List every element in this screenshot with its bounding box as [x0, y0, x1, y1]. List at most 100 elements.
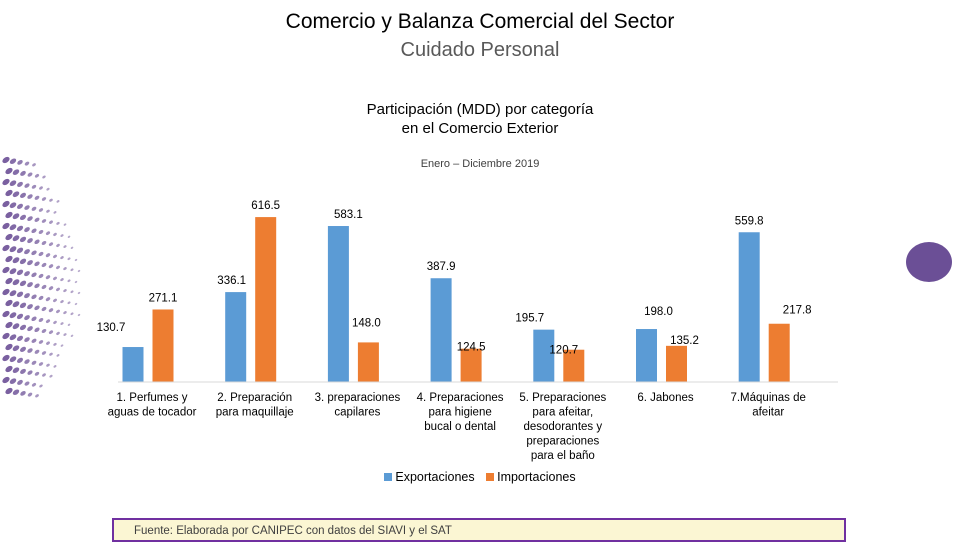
decor-dot	[46, 341, 50, 345]
decor-dot	[34, 195, 40, 200]
decor-dot	[56, 309, 60, 314]
decor-dot	[46, 209, 50, 213]
decor-dot	[24, 249, 30, 255]
decor-dot	[24, 161, 30, 166]
decor-dot	[56, 243, 60, 247]
decor-dot	[34, 217, 40, 222]
decor-dot	[17, 203, 23, 209]
decor-dot	[27, 216, 33, 222]
decor-dot	[17, 357, 23, 363]
decor-dot	[31, 316, 37, 322]
decor-dot	[9, 180, 17, 187]
decor-dot	[16, 269, 24, 276]
decor-dot	[63, 267, 67, 271]
decor-dot	[12, 213, 20, 220]
decor-dot	[70, 334, 74, 337]
decor-dot	[63, 289, 67, 293]
data-label-exportaciones-6: 198.0	[644, 306, 673, 318]
decor-dot	[38, 251, 44, 257]
decor-dot	[27, 282, 33, 288]
category-label-7: 7.Máquinas de afeitar	[730, 392, 805, 419]
decor-dot	[19, 302, 27, 309]
category-label-3: 3. preparaciones capilares	[315, 392, 401, 419]
decor-dot	[45, 297, 51, 302]
decor-dot	[5, 343, 13, 351]
decor-dot	[60, 344, 64, 347]
decor-dot	[9, 224, 17, 231]
legend-label-exportaciones: Exportaciones	[395, 470, 475, 484]
decor-dot	[5, 387, 13, 395]
decor-dot	[20, 192, 26, 198]
decor-dot	[67, 257, 71, 261]
data-label-importaciones-3: 148.0	[352, 317, 381, 329]
decor-dot	[31, 338, 37, 343]
decor-dot	[48, 242, 54, 247]
decor-dot	[5, 233, 13, 241]
decor-dot	[49, 220, 53, 224]
decor-dot	[38, 273, 44, 279]
purple-circle-decoration	[906, 242, 952, 282]
decor-dot	[38, 229, 44, 235]
decor-dot	[41, 240, 47, 246]
decor-dot	[38, 208, 44, 212]
bar-importaciones-4	[460, 348, 482, 382]
decor-dot	[48, 264, 54, 269]
bar-importaciones-1	[152, 309, 174, 382]
decor-dot	[45, 275, 51, 280]
decor-dot	[34, 173, 40, 178]
decor-dot	[67, 279, 71, 283]
source-note: Fuente: Elaborada por CANIPEC con datos …	[134, 525, 452, 537]
decor-dot	[5, 189, 13, 197]
decor-dot	[2, 244, 10, 252]
decor-dot	[60, 300, 64, 304]
decor-dot	[32, 163, 36, 167]
decor-dot	[5, 365, 13, 373]
decor-dot	[17, 379, 23, 385]
bar-importaciones-2	[255, 217, 277, 382]
decor-dot	[34, 371, 40, 376]
decor-dot	[19, 280, 27, 287]
decor-dot	[2, 288, 10, 296]
decor-dot	[42, 175, 46, 179]
decor-dot	[12, 191, 20, 198]
decor-dot	[9, 202, 17, 209]
decor-dot	[38, 317, 44, 323]
decor-dot	[31, 184, 37, 189]
decor-dot	[53, 342, 57, 346]
decor-dot	[24, 227, 30, 233]
decor-dot	[56, 200, 60, 203]
data-label-importaciones-4: 124.5	[457, 342, 486, 354]
decor-dot	[24, 271, 30, 277]
decor-dot	[53, 298, 57, 303]
decor-dot	[9, 158, 17, 164]
decor-dot	[56, 287, 60, 292]
dot-pattern-decoration	[2, 156, 81, 398]
decor-dot	[20, 368, 26, 374]
decor-dot	[12, 235, 20, 242]
decor-dot	[2, 156, 10, 164]
decor-dot	[5, 277, 13, 285]
decor-dot	[24, 183, 30, 188]
decor-dot	[35, 394, 39, 398]
decor-dot	[38, 362, 44, 366]
decor-dot	[27, 348, 33, 353]
decor-dot	[53, 232, 57, 236]
decor-dot	[45, 231, 51, 236]
decor-dot	[70, 312, 74, 316]
decor-dot	[41, 284, 47, 290]
data-label-importaciones-7: 217.8	[783, 305, 812, 317]
decor-dot	[67, 235, 71, 238]
decor-dot	[38, 340, 44, 344]
decor-dot	[60, 322, 64, 325]
chart-title: Participación (MDD) por categoría en el …	[366, 101, 594, 137]
legend-item-importaciones: Importaciones	[486, 470, 576, 484]
decor-dot	[31, 272, 37, 278]
data-label-exportaciones-7: 559.8	[735, 215, 764, 227]
legend-swatch-importaciones	[486, 473, 495, 481]
decor-dot	[27, 238, 33, 244]
decor-dot	[49, 374, 53, 378]
decor-dot	[67, 301, 71, 305]
decor-dot	[56, 265, 60, 270]
decor-dot	[74, 302, 78, 306]
decor-dot	[24, 205, 30, 210]
